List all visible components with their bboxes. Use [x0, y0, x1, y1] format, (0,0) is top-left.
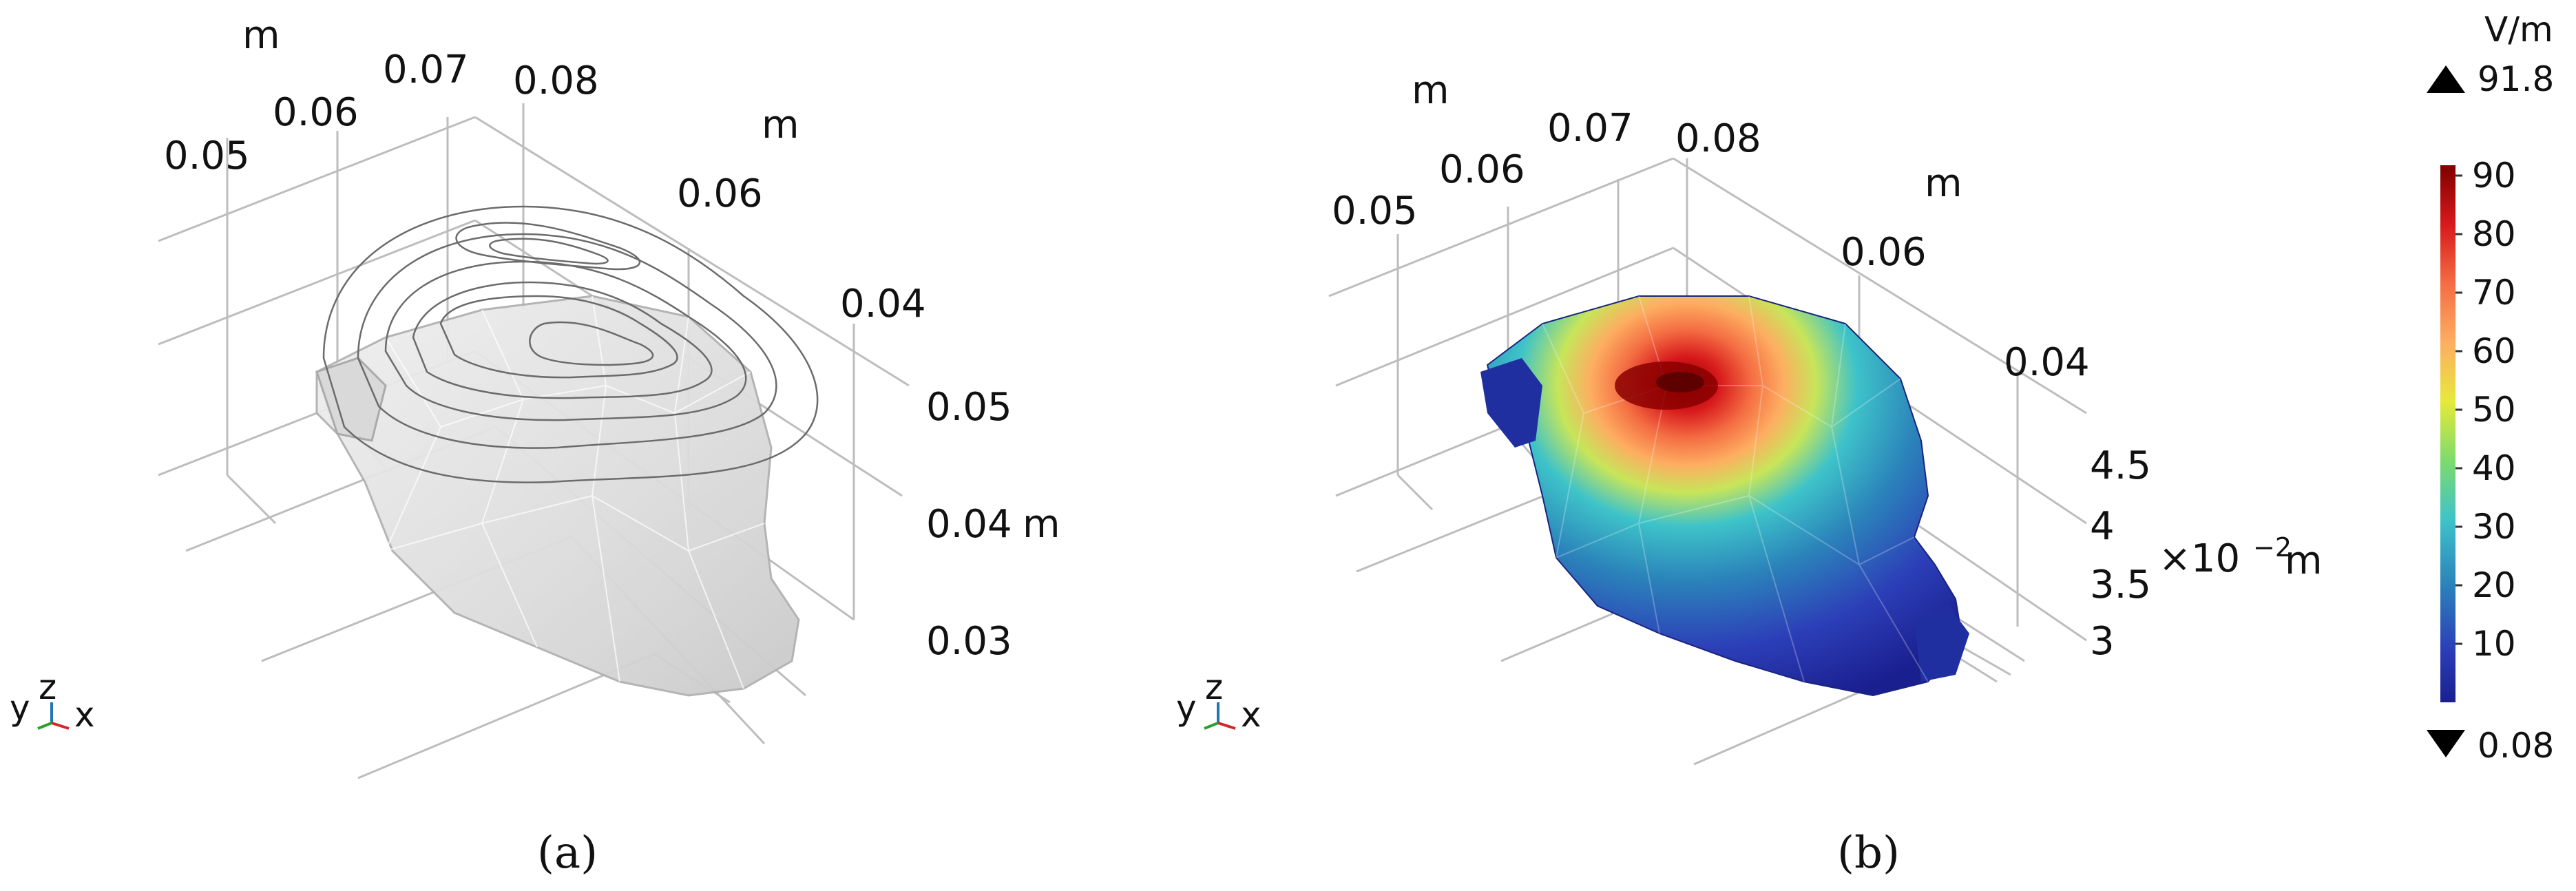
- panel-a-top-unit: m: [242, 13, 280, 58]
- panel-b-z-unit-exp: −2: [2253, 532, 2292, 563]
- panel-a-right-unit: m: [762, 103, 799, 147]
- panel-a-right-tick-1: 0.06: [677, 171, 763, 216]
- colorbar-tick-10: 10: [2472, 624, 2516, 664]
- panel-a-tick-2: 0.06: [273, 90, 359, 135]
- panel-b-right-tick-1: 0.06: [1841, 230, 1927, 275]
- panel-a-z-unit: m: [1023, 502, 1060, 547]
- panel-a-z-tick-2: 0.04: [926, 502, 1012, 547]
- panel-a-tick-1: 0.05: [164, 134, 250, 178]
- colorbar-unit: V/m: [2484, 10, 2553, 50]
- panel-b-z-unit-suffix: m: [2285, 538, 2323, 583]
- panel-a-triad-z: z: [39, 667, 56, 707]
- panel-a-caption: (a): [537, 828, 598, 879]
- panel-b-tick-1: 0.05: [1332, 189, 1418, 233]
- panel-a-body-facets: [385, 295, 765, 689]
- colorbar-min-arrow: [2427, 730, 2465, 757]
- panel-b-axis-triad: y z x: [1176, 667, 1261, 735]
- colorbar: V/m 91.8 90 80 70 60 50 40 30 20 10 0.08: [2427, 10, 2554, 766]
- panel-b-tick-2: 0.06: [1439, 147, 1525, 192]
- panel-a-z-tick-3: 0.03: [926, 619, 1012, 664]
- panel-b-right-unit: m: [1925, 161, 1962, 206]
- colorbar-tick-90: 90: [2472, 156, 2516, 196]
- panel-a-z-tick-1: 0.05: [926, 385, 1012, 430]
- panel-b-triad-x: x: [1241, 695, 1261, 735]
- colorbar-max-arrow: [2427, 65, 2465, 93]
- panel-b-z-tick-2: 4: [2090, 504, 2115, 549]
- colorbar-tick-40: 40: [2472, 448, 2516, 488]
- panel-b-z-tick-3: 3.5: [2090, 563, 2151, 607]
- panel-b: m 0.05 0.06 0.07 0.08 m 0.06 0.04 4.5 4 …: [1176, 68, 2323, 879]
- panel-b-left-lobe: [1480, 358, 1542, 448]
- panel-a: m 0.05 0.06 0.07 0.08 m 0.06 0.04 0.05 0…: [10, 13, 1060, 879]
- panel-b-top-unit: m: [1412, 68, 1449, 113]
- panel-a-tick-4: 0.08: [513, 59, 599, 103]
- panel-b-hotspot-core: [1656, 372, 1704, 392]
- colorbar-gradient-bar: [2440, 165, 2455, 702]
- panel-b-triad-z: z: [1205, 667, 1223, 707]
- colorbar-tick-80: 80: [2472, 214, 2516, 254]
- panel-b-z-tick-4: 3: [2090, 619, 2115, 664]
- colorbar-tick-30: 30: [2472, 507, 2516, 547]
- colorbar-min-label: 0.08: [2478, 726, 2554, 766]
- panel-a-triad-x: x: [74, 695, 95, 735]
- panel-b-z-unit-prefix: ×10: [2159, 536, 2240, 581]
- panel-a-right-tick-2: 0.04: [840, 282, 926, 326]
- panel-b-tick-3: 0.07: [1547, 106, 1633, 151]
- colorbar-tick-50: 50: [2472, 390, 2516, 430]
- colorbar-tick-70: 70: [2472, 273, 2516, 313]
- panel-a-axis-triad: y z x: [10, 667, 95, 735]
- panel-b-triad-y: y: [1176, 688, 1197, 728]
- panel-b-right-lobe: [1914, 606, 1969, 682]
- panel-a-triad-y: y: [10, 688, 30, 728]
- panel-b-body-facets: [1542, 295, 1929, 682]
- panel-b-right-tick-2: 0.04: [2004, 340, 2090, 385]
- colorbar-tick-60: 60: [2472, 331, 2516, 371]
- panel-a-body: [315, 295, 800, 697]
- panel-a-left-lobe: [315, 357, 387, 442]
- colorbar-tick-20: 20: [2472, 565, 2516, 605]
- panel-b-caption: (b): [1837, 828, 1900, 879]
- panel-b-tick-4: 0.08: [1675, 116, 1761, 161]
- panel-b-z-unit: ×10 −2 m: [2159, 532, 2323, 583]
- panel-a-contours: [322, 205, 819, 483]
- panel-a-tick-3: 0.07: [383, 48, 469, 92]
- panel-b-z-tick-1: 4.5: [2090, 443, 2151, 488]
- colorbar-ticks: [2455, 174, 2462, 645]
- colorbar-max-label: 91.8: [2478, 59, 2554, 99]
